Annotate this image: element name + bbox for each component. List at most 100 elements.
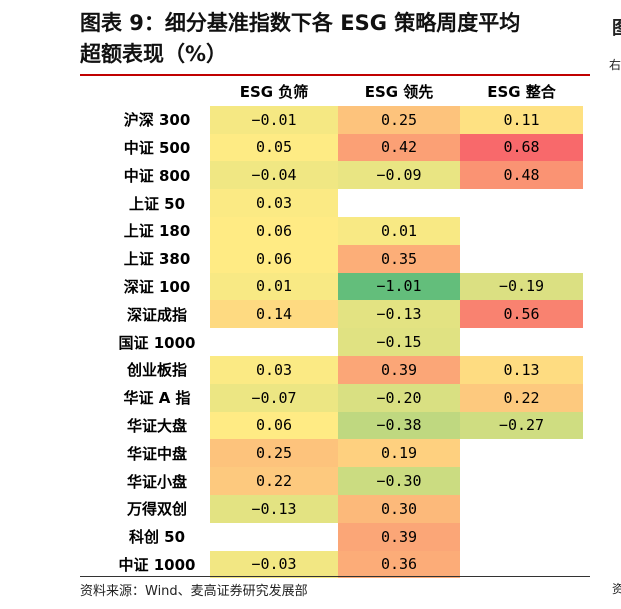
adjacent-figure-source-fragment: 资 bbox=[612, 582, 621, 596]
heat-cell: 0.01 bbox=[210, 272, 338, 301]
heat-cell bbox=[210, 523, 338, 551]
adjacent-figure-title-fragment: 图 bbox=[612, 14, 621, 40]
table-row: 创业板指 0.03 0.39 0.13 bbox=[104, 355, 583, 384]
heat-cell: 0.05 bbox=[210, 133, 338, 162]
header-esg-negative-screening: ESG 负筛 bbox=[239, 83, 309, 102]
table-row: 科创 50 0.39 bbox=[104, 522, 583, 551]
figure-title-line1: 图表 9：细分基准指数下各 ESG 策略周度平均 bbox=[80, 11, 521, 35]
adjacent-figure-text-fragment: 右 bbox=[609, 58, 621, 72]
table-row: 华证 A 指 −0.07 −0.20 0.22 bbox=[104, 383, 583, 412]
heat-cell bbox=[338, 189, 460, 217]
row-label: 上证 180 bbox=[123, 222, 191, 241]
heat-cell: 0.25 bbox=[338, 105, 460, 134]
heat-cell bbox=[460, 189, 583, 217]
row-label: 华证 A 指 bbox=[123, 389, 191, 408]
header-corner bbox=[104, 78, 210, 106]
table-row: 国证 1000 −0.15 bbox=[104, 328, 583, 356]
table-row: 上证 180 0.06 0.01 bbox=[104, 216, 583, 245]
heat-cell: 0.14 bbox=[210, 300, 338, 329]
heat-cell: −0.19 bbox=[460, 272, 583, 301]
table-row: 深证成指 0.14 −0.13 0.56 bbox=[104, 300, 583, 329]
header-esg-leading: ESG 领先 bbox=[364, 83, 434, 102]
heat-cell: −0.07 bbox=[210, 383, 338, 412]
table-row: 中证 500 0.05 0.42 0.68 bbox=[104, 133, 583, 162]
row-label: 沪深 300 bbox=[123, 111, 191, 130]
heat-cell: 0.36 bbox=[338, 550, 460, 579]
heat-cell: −0.13 bbox=[210, 494, 338, 523]
heat-cell: 0.19 bbox=[338, 439, 460, 468]
heat-cell: 0.03 bbox=[210, 189, 338, 217]
row-label: 中证 1000 bbox=[118, 555, 196, 574]
heat-cell: 0.39 bbox=[338, 522, 460, 551]
heat-cell: 0.68 bbox=[460, 133, 583, 162]
heat-cell: −0.04 bbox=[210, 161, 338, 190]
heat-cell: 0.03 bbox=[210, 355, 338, 384]
row-label: 中证 800 bbox=[123, 166, 191, 185]
row-label: 科创 50 bbox=[128, 528, 186, 547]
heat-cell: 0.35 bbox=[338, 244, 460, 273]
heat-cell: 0.13 bbox=[460, 355, 583, 384]
footer-divider bbox=[80, 576, 590, 577]
row-label: 华证大盘 bbox=[126, 416, 187, 435]
heat-cell bbox=[460, 467, 583, 495]
row-label: 上证 50 bbox=[128, 194, 186, 213]
heat-cell: −0.27 bbox=[460, 411, 583, 440]
row-label: 中证 500 bbox=[123, 138, 191, 157]
table-row: 中证 800 −0.04 −0.09 0.48 bbox=[104, 161, 583, 190]
heat-cell: 0.06 bbox=[210, 411, 338, 440]
heat-cell: 0.56 bbox=[460, 300, 583, 329]
heat-cell bbox=[210, 328, 338, 356]
table-body: 沪深 300 −0.01 0.25 0.11 中证 500 0.05 0.42 0.68 中证 … bbox=[104, 105, 583, 579]
heat-cell bbox=[460, 495, 583, 523]
figure-title-line2: 超额表现（%） bbox=[80, 42, 228, 66]
table-row: 上证 380 0.06 0.35 bbox=[104, 244, 583, 273]
table-row: 华证小盘 0.22 −0.30 bbox=[104, 467, 583, 495]
row-label: 深证成指 bbox=[126, 305, 187, 324]
heat-cell: 0.06 bbox=[210, 244, 338, 273]
table-row: 华证大盘 0.06 −0.38 −0.27 bbox=[104, 411, 583, 440]
table-row: 上证 50 0.03 bbox=[104, 189, 583, 217]
heat-cell: 0.42 bbox=[338, 133, 460, 162]
table-row: 万得双创 −0.13 0.30 bbox=[104, 494, 583, 523]
row-label: 上证 380 bbox=[123, 250, 191, 269]
row-label: 创业板指 bbox=[126, 361, 187, 380]
heat-cell bbox=[460, 523, 583, 551]
table-row: 深证 100 0.01 −1.01 −0.19 bbox=[104, 272, 583, 301]
row-label: 国证 1000 bbox=[118, 333, 196, 352]
heat-cell: 0.48 bbox=[460, 161, 583, 190]
heat-cell: 0.25 bbox=[210, 439, 338, 468]
heat-cell: −0.03 bbox=[210, 550, 338, 579]
row-label: 华证中盘 bbox=[126, 444, 187, 463]
heat-cell: −1.01 bbox=[338, 272, 460, 301]
heat-cell: −0.13 bbox=[338, 300, 460, 329]
heat-cell: 0.39 bbox=[338, 355, 460, 384]
title-divider bbox=[80, 74, 590, 76]
heat-cell bbox=[460, 217, 583, 245]
table-row: 沪深 300 −0.01 0.25 0.11 bbox=[104, 105, 583, 134]
heat-cell: −0.01 bbox=[210, 105, 338, 134]
heat-cell: 0.11 bbox=[460, 105, 583, 134]
heat-cell bbox=[460, 328, 583, 356]
heat-cell: 0.22 bbox=[210, 467, 338, 495]
table-row: 中证 1000 −0.03 0.36 bbox=[104, 550, 583, 579]
table-row: 华证中盘 0.25 0.19 bbox=[104, 439, 583, 468]
heat-cell: 0.01 bbox=[338, 216, 460, 245]
heat-cell bbox=[460, 439, 583, 467]
heat-cell: −0.20 bbox=[338, 383, 460, 412]
heat-cell: −0.09 bbox=[338, 161, 460, 190]
table-header-row: ESG 负筛 ESG 领先 ESG 整合 bbox=[104, 78, 583, 106]
heatmap-table: ESG 负筛 ESG 领先 ESG 整合 沪深 300 −0.01 0.25 0.11… bbox=[104, 78, 583, 579]
row-label: 深证 100 bbox=[123, 277, 191, 296]
heat-cell: −0.15 bbox=[338, 328, 460, 356]
heat-cell: 0.30 bbox=[338, 494, 460, 523]
header-esg-integration: ESG 整合 bbox=[487, 83, 556, 102]
heat-cell: −0.38 bbox=[338, 411, 460, 440]
heat-cell: −0.30 bbox=[338, 467, 460, 495]
figure-title: 图表 9：细分基准指数下各 ESG 策略周度平均 超额表现（%） bbox=[80, 8, 600, 70]
heat-cell bbox=[460, 245, 583, 273]
row-label: 万得双创 bbox=[126, 500, 187, 519]
heat-cell bbox=[460, 551, 583, 579]
source-note: 资料来源：Wind、麦高证券研究发展部 bbox=[80, 584, 308, 599]
heat-cell: 0.06 bbox=[210, 216, 338, 245]
row-label: 华证小盘 bbox=[126, 472, 187, 491]
